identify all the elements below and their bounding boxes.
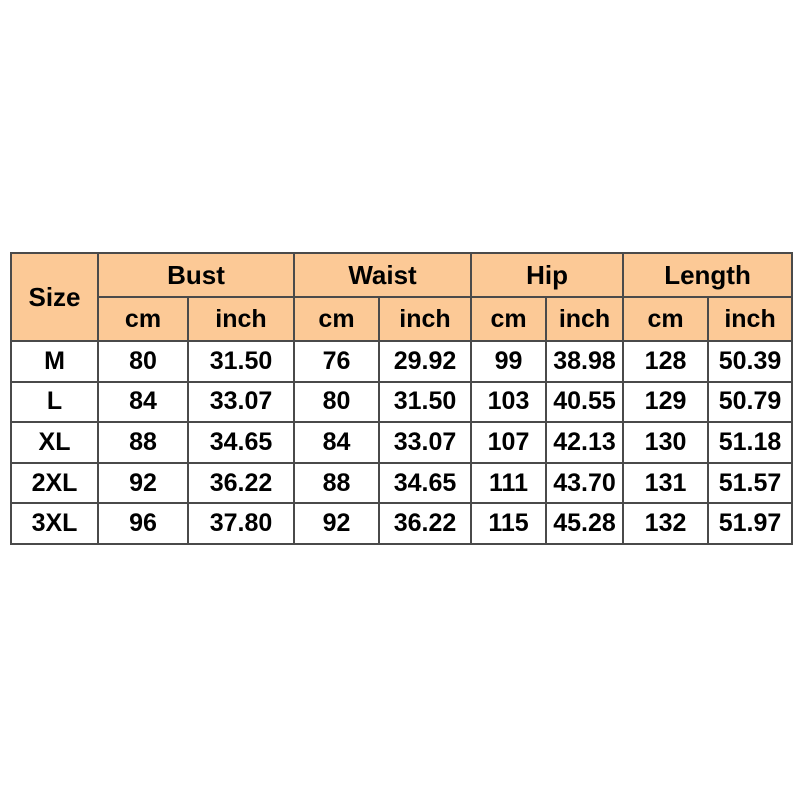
size-column-header: Size	[10, 252, 99, 342]
value-cell: 50.79	[707, 380, 794, 424]
value-cell: 96	[97, 502, 189, 545]
size-cell: 3XL	[10, 502, 99, 545]
size-cell: L	[10, 380, 99, 424]
value-cell: 88	[97, 421, 189, 464]
value-cell: 34.65	[187, 421, 295, 464]
table-row-xl: XL 88 34.65 84 33.07 107 42.13 130 51.18	[10, 421, 794, 464]
table-row-2xl: 2XL 92 36.22 88 34.65 111 43.70 131 51.5…	[10, 461, 794, 505]
value-cell: 132	[622, 502, 710, 545]
value-cell: 111	[470, 461, 548, 505]
table-row-m: M 80 31.50 76 29.92 99 38.98 128 50.39	[10, 340, 794, 383]
value-cell: 51.18	[707, 421, 794, 464]
value-cell: 31.50	[377, 380, 473, 424]
group-header-hip: Hip	[470, 252, 625, 298]
value-cell: 38.98	[545, 340, 625, 383]
header-group-row: Size Bust Waist Hip Length	[10, 252, 794, 342]
value-cell: 51.97	[707, 502, 794, 545]
unit-header-bust-inch: inch	[187, 296, 295, 342]
value-cell: 51.57	[707, 461, 794, 505]
header-unit-row: cm inch cm inch cm inch cm inch	[11, 296, 794, 342]
value-cell: 129	[622, 380, 710, 424]
value-cell: 29.92	[377, 340, 473, 383]
unit-header-hip-inch: inch	[545, 296, 625, 342]
value-cell: 36.22	[377, 502, 473, 545]
value-cell: 34.65	[377, 461, 473, 505]
size-chart-table: Size Bust Waist Hip Length cm inch cm in…	[10, 252, 794, 545]
value-cell: 76	[293, 340, 380, 383]
size-cell: XL	[10, 421, 99, 464]
value-cell: 131	[622, 461, 710, 505]
unit-header-length-inch: inch	[707, 296, 794, 342]
value-cell: 43.70	[545, 461, 625, 505]
value-cell: 45.28	[545, 502, 625, 545]
value-cell: 36.22	[187, 461, 295, 505]
unit-header-waist-cm: cm	[293, 296, 380, 342]
unit-header-waist-inch: inch	[377, 296, 473, 342]
value-cell: 107	[470, 421, 548, 464]
value-cell: 130	[622, 421, 710, 464]
table-row-l: L 84 33.07 80 31.50 103 40.55 129 50.79	[10, 380, 794, 424]
size-cell: M	[10, 340, 99, 383]
value-cell: 88	[293, 461, 380, 505]
value-cell: 99	[470, 340, 548, 383]
table-row-3xl: 3XL 96 37.80 92 36.22 115 45.28 132 51.9…	[10, 502, 794, 545]
size-cell: 2XL	[10, 461, 99, 505]
value-cell: 92	[97, 461, 189, 505]
unit-header-length-cm: cm	[622, 296, 710, 342]
value-cell: 33.07	[377, 421, 473, 464]
value-cell: 115	[470, 502, 548, 545]
value-cell: 33.07	[187, 380, 295, 424]
value-cell: 103	[470, 380, 548, 424]
value-cell: 128	[622, 340, 710, 383]
value-cell: 50.39	[707, 340, 794, 383]
value-cell: 84	[293, 421, 380, 464]
value-cell: 42.13	[545, 421, 625, 464]
value-cell: 40.55	[545, 380, 625, 424]
group-header-length: Length	[622, 252, 794, 298]
unit-header-hip-cm: cm	[470, 296, 548, 342]
value-cell: 84	[97, 380, 189, 424]
value-cell: 37.80	[187, 502, 295, 545]
group-header-bust: Bust	[97, 252, 295, 298]
value-cell: 80	[97, 340, 189, 383]
group-header-waist: Waist	[292, 252, 473, 298]
value-cell: 80	[293, 380, 380, 424]
unit-header-bust-cm: cm	[97, 296, 189, 342]
value-cell: 31.50	[187, 340, 295, 383]
value-cell: 92	[293, 502, 380, 545]
